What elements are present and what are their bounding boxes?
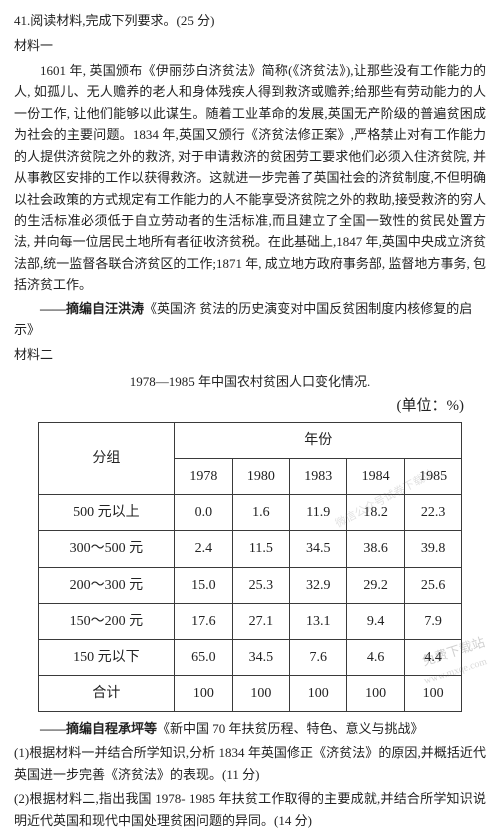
- cell: 34.5: [290, 531, 347, 567]
- data-table: 分组 年份 1978 1980 1983 1984 1985 500 元以上 0…: [38, 422, 463, 712]
- row-label: 150 元以下: [38, 639, 175, 675]
- row-label: 200～300 元: [38, 567, 175, 603]
- cell: 4.4: [404, 639, 462, 675]
- table-title: 1978—1985 年中国农村贫困人口变化情况.: [14, 371, 486, 392]
- table-header-row-1: 分组 年份: [38, 423, 462, 459]
- question-header: 41.阅读材料,完成下列要求。(25 分): [14, 10, 486, 31]
- material2-source-title: 《新中国 70 年扶贫历程、特色、意义与挑战》: [157, 721, 424, 736]
- header-year: 年份: [175, 423, 462, 459]
- cell: 25.3: [232, 567, 289, 603]
- cell: 100: [404, 675, 462, 711]
- question-points: (25 分): [177, 13, 215, 28]
- subquestion-2: (2)根据材料二,指出我国 1978- 1985 年扶贫工作取得的主要成就,并结…: [14, 788, 486, 831]
- cell: 1.6: [232, 495, 289, 531]
- cell: 22.3: [404, 495, 462, 531]
- row-label: 150～200 元: [38, 603, 175, 639]
- cell: 34.5: [232, 639, 289, 675]
- row-label: 500 元以上: [38, 495, 175, 531]
- table-row: 500 元以上 0.0 1.6 11.9 18.2 22.3: [38, 495, 462, 531]
- material1-source-prefix: ——摘编自汪洪涛: [40, 301, 144, 316]
- cell: 32.9: [290, 567, 347, 603]
- cell: 11.9: [290, 495, 347, 531]
- cell: 29.2: [347, 567, 404, 603]
- cell: 13.1: [290, 603, 347, 639]
- cell: 100: [232, 675, 289, 711]
- question-number: 41.: [14, 13, 30, 28]
- material2-source: ——摘编自程承坪等《新中国 70 年扶贫历程、特色、意义与挑战》: [14, 718, 486, 739]
- cell: 2.4: [175, 531, 232, 567]
- table-row: 合计 100 100 100 100 100: [38, 675, 462, 711]
- cell: 100: [347, 675, 404, 711]
- table-row: 300～500 元 2.4 11.5 34.5 38.6 39.8: [38, 531, 462, 567]
- table-unit: (单位：%): [14, 394, 486, 419]
- cell: 17.6: [175, 603, 232, 639]
- year-col: 1985: [404, 459, 462, 495]
- material1-paragraph: 1601 年, 英国颁布《伊丽莎白济贫法》简称(《济贫法》),让那些没有工作能力…: [14, 60, 486, 296]
- table-row: 150～200 元 17.6 27.1 13.1 9.4 7.9: [38, 603, 462, 639]
- question-title: 阅读材料,完成下列要求。: [30, 13, 176, 28]
- cell: 38.6: [347, 531, 404, 567]
- year-col: 1978: [175, 459, 232, 495]
- cell: 15.0: [175, 567, 232, 603]
- cell: 65.0: [175, 639, 232, 675]
- cell: 100: [175, 675, 232, 711]
- material2-source-prefix: ——摘编自程承坪等: [40, 721, 157, 736]
- table-row: 150 元以下 65.0 34.5 7.6 4.6 4.4: [38, 639, 462, 675]
- header-group: 分组: [38, 423, 175, 495]
- material1-label: 材料一: [14, 35, 486, 56]
- material1-source: ——摘编自汪洪涛《英国济 贫法的历史演变对中国反贫困制度内核修复的启示》: [14, 298, 486, 341]
- row-label: 300～500 元: [38, 531, 175, 567]
- cell: 27.1: [232, 603, 289, 639]
- material2-label: 材料二: [14, 344, 486, 365]
- row-label: 合计: [38, 675, 175, 711]
- year-col: 1980: [232, 459, 289, 495]
- cell: 7.9: [404, 603, 462, 639]
- cell: 4.6: [347, 639, 404, 675]
- table-row: 200～300 元 15.0 25.3 32.9 29.2 25.6: [38, 567, 462, 603]
- cell: 39.8: [404, 531, 462, 567]
- cell: 11.5: [232, 531, 289, 567]
- cell: 7.6: [290, 639, 347, 675]
- year-col: 1984: [347, 459, 404, 495]
- cell: 9.4: [347, 603, 404, 639]
- cell: 18.2: [347, 495, 404, 531]
- cell: 0.0: [175, 495, 232, 531]
- subquestion-1: (1)根据材料一并结合所学知识,分析 1834 年英国修正《济贫法》的原因,并概…: [14, 742, 486, 785]
- cell: 100: [290, 675, 347, 711]
- year-col: 1983: [290, 459, 347, 495]
- cell: 25.6: [404, 567, 462, 603]
